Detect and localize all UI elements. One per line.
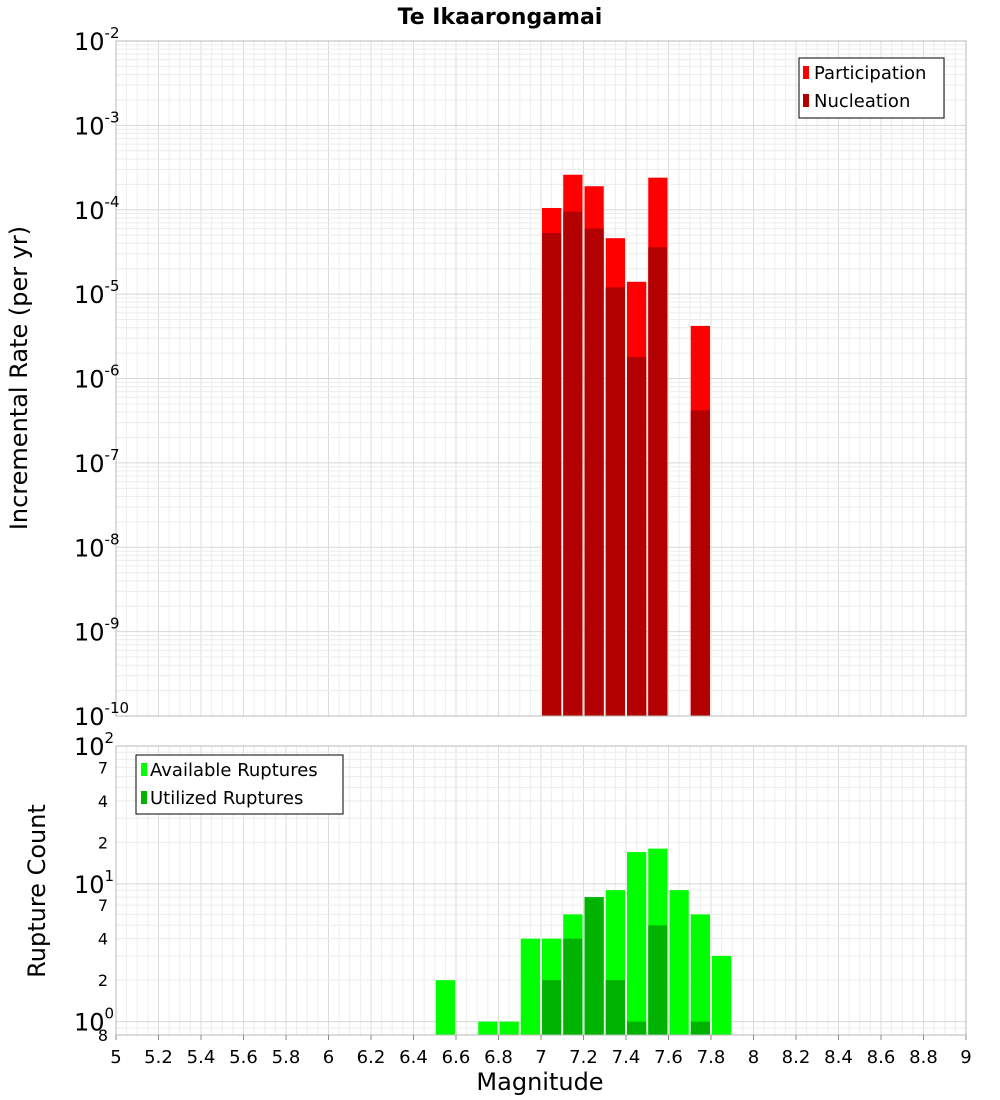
utilized-ruptures-bar xyxy=(690,1021,710,1035)
x-tick-label: 7.6 xyxy=(654,1047,683,1068)
nucleation-bar xyxy=(648,247,668,716)
rate-legend-frame xyxy=(798,57,945,119)
available-ruptures-bar xyxy=(627,852,647,1035)
count-y-major-tick-label: 102 xyxy=(74,729,114,761)
x-tick-label: 5.8 xyxy=(272,1047,301,1068)
legend-swatch-available xyxy=(141,763,147,776)
available-ruptures-bar xyxy=(669,890,689,1035)
x-tick-label: 6.2 xyxy=(357,1047,386,1068)
rate-plot-frame xyxy=(115,40,967,717)
count-y-minor-tick-label: 4 xyxy=(98,792,108,811)
count-y-minor-tick-label: 7 xyxy=(98,896,108,915)
rate-y-axis-label: Incremental Rate (per yr) xyxy=(5,226,33,530)
rate-grid xyxy=(115,41,967,717)
nucleation-bar xyxy=(584,228,604,716)
x-tick-label: 8.6 xyxy=(867,1047,896,1068)
count-y-minor-tick-label: 2 xyxy=(98,971,108,990)
x-tick-label: 9 xyxy=(960,1047,971,1068)
rate-y-tick-label: 10-2 xyxy=(74,24,120,56)
x-tick-label: 6.4 xyxy=(399,1047,428,1068)
x-tick-label: 7.2 xyxy=(569,1047,598,1068)
count-y-major-tick-label: 100 xyxy=(74,1005,114,1037)
x-tick-label: 5.2 xyxy=(144,1047,173,1068)
nucleation-bar xyxy=(627,356,647,716)
x-tick-label: 7.4 xyxy=(612,1047,641,1068)
rate-bars xyxy=(542,174,710,716)
x-axis-ticks: 5 5.2 5.4 5.6 5.8 6 6.2 6.4 6.6 6.8 7 7.2 7.4 7.6 7.8 8… xyxy=(110,1035,972,1068)
x-tick-label: 5.6 xyxy=(229,1047,258,1068)
x-tick-label: 5 xyxy=(110,1047,121,1068)
legend-swatch-utilized xyxy=(141,791,147,804)
x-tick-label: 5.4 xyxy=(187,1047,216,1068)
count-y-major-tick-label: 101 xyxy=(74,867,114,899)
x-tick-label: 6.8 xyxy=(484,1047,513,1068)
x-tick-label: 6.6 xyxy=(442,1047,471,1068)
count-y-ticks: 100 101 102 8 2 4 7 2 4 7 xyxy=(74,729,114,1045)
nucleation-bar xyxy=(605,287,625,716)
count-legend-frame xyxy=(135,754,344,815)
rate-y-tick-label: 10-9 xyxy=(74,615,120,647)
utilized-ruptures-bar xyxy=(605,980,625,1035)
rate-y-tick-label: 10-3 xyxy=(74,108,120,140)
chart-title: Te Ikaarongamai xyxy=(398,5,603,30)
legend-swatch-participation xyxy=(803,66,809,79)
rate-y-tick-label: 10-7 xyxy=(74,446,120,478)
rate-legend: Participation Nucleation xyxy=(798,57,945,119)
x-tick-label: 8 xyxy=(748,1047,759,1068)
rate-y-tick-label: 10-10 xyxy=(74,699,129,731)
available-ruptures-bar xyxy=(520,938,540,1035)
count-y-minor-tick-label: 8 xyxy=(98,1026,108,1045)
legend-label-available: Available Ruptures xyxy=(150,760,318,781)
x-tick-label: 8.4 xyxy=(824,1047,853,1068)
utilized-ruptures-bar xyxy=(584,897,604,1035)
x-tick-label: 7 xyxy=(535,1047,546,1068)
utilized-ruptures-bar xyxy=(542,980,562,1035)
count-y-minor-tick-label: 4 xyxy=(98,930,108,949)
available-ruptures-bar xyxy=(690,914,710,1035)
rate-y-tick-label: 10-5 xyxy=(74,277,120,309)
utilized-ruptures-bar xyxy=(648,925,668,1035)
count-panel: 100 101 102 8 2 4 7 2 4 7 Rupture Count Available… xyxy=(23,729,967,1045)
available-ruptures-bar xyxy=(478,1021,498,1035)
nucleation-bar xyxy=(542,233,562,716)
count-legend: Available Ruptures Utilized Ruptures xyxy=(135,754,344,815)
rate-y-tick-label: 10-8 xyxy=(74,530,120,562)
rate-y-tick-label: 10-6 xyxy=(74,362,120,394)
legend-label-utilized: Utilized Ruptures xyxy=(150,788,303,809)
utilized-ruptures-bar xyxy=(627,1021,647,1035)
legend-label-participation: Participation xyxy=(814,63,926,84)
x-tick-label: 6 xyxy=(323,1047,334,1068)
legend-swatch-nucleation xyxy=(803,94,809,107)
count-y-minor-tick-label: 7 xyxy=(98,758,108,777)
rate-y-ticks: 10-10 10-9 10-8 10-7 10-6 10-5 10-4 10-3 10-2 xyxy=(74,24,129,731)
available-ruptures-bar xyxy=(499,1021,519,1035)
nucleation-bar xyxy=(563,211,583,716)
x-tick-label: 8.2 xyxy=(782,1047,811,1068)
available-ruptures-bar xyxy=(712,955,732,1035)
x-axis-label: Magnitude xyxy=(476,1068,603,1096)
rate-y-tick-label: 10-4 xyxy=(74,193,120,225)
x-tick-label: 8.8 xyxy=(909,1047,938,1068)
utilized-ruptures-bar xyxy=(563,938,583,1035)
count-y-minor-tick-label: 2 xyxy=(98,833,108,852)
rate-panel: 10-10 10-9 10-8 10-7 10-6 10-5 10-4 10-3 10-2 In… xyxy=(5,24,967,731)
legend-label-nucleation: Nucleation xyxy=(814,91,910,112)
x-tick-label: 7.8 xyxy=(697,1047,726,1068)
count-bars xyxy=(435,848,732,1035)
nucleation-bar xyxy=(690,410,710,716)
available-ruptures-bar xyxy=(435,980,455,1035)
count-y-axis-label: Rupture Count xyxy=(23,804,51,978)
